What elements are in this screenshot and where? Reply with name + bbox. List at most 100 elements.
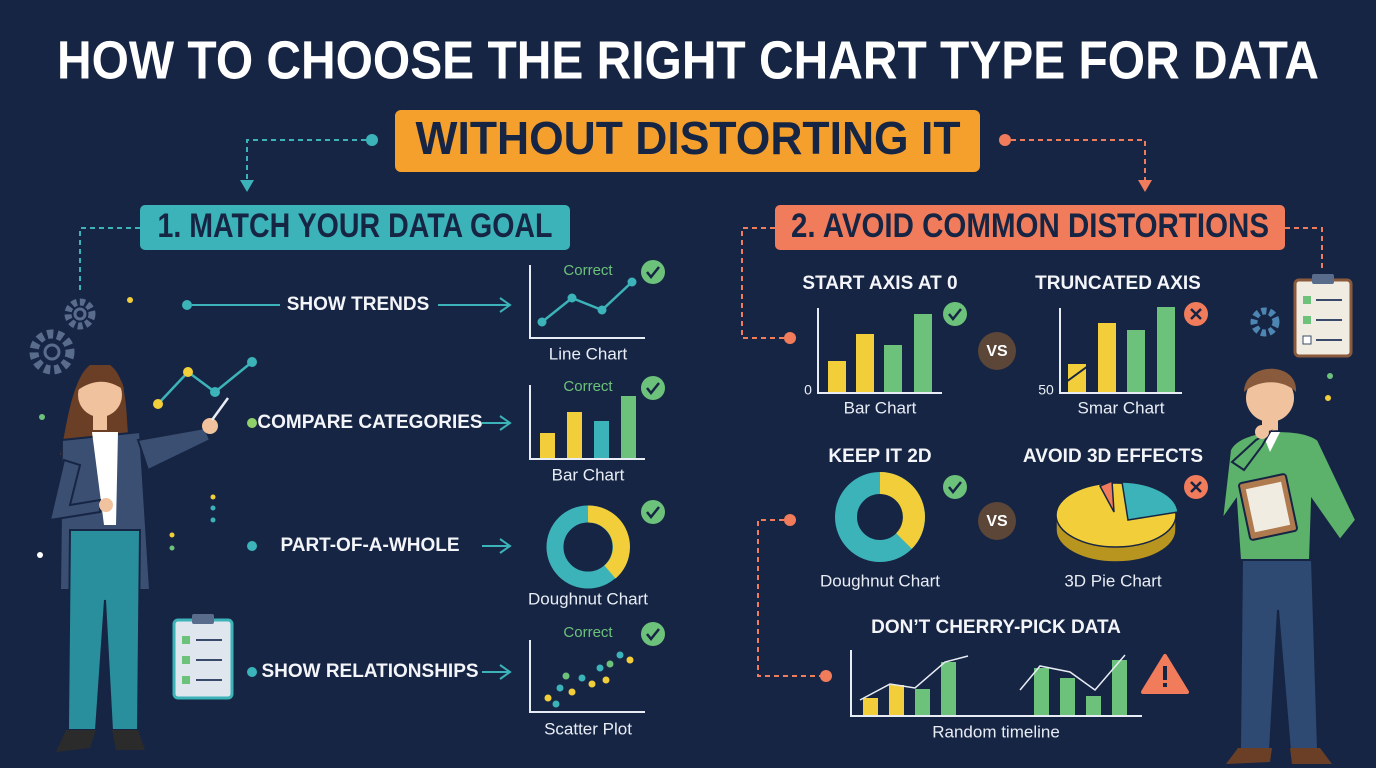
decoration-path: [1190, 481, 1202, 493]
decoration-rect: [1034, 668, 1049, 715]
goal-label: COMPARE CATEGORIES: [257, 412, 482, 433]
decoration-rect: [182, 656, 190, 664]
decoration-path: [1098, 479, 1115, 513]
decoration-rect: [93, 414, 107, 430]
decoration-circle: [43, 343, 61, 361]
decoration-line: [1065, 365, 1089, 383]
decoration-rect: [1245, 481, 1291, 533]
decoration-circle: [820, 670, 832, 682]
doughnut-2d: [835, 472, 967, 562]
decoration-rect: [884, 345, 902, 392]
rule-title: AVOID 3D EFFECTS: [1023, 446, 1203, 467]
decoration-path: [1290, 748, 1332, 764]
axis-label: 50: [1038, 382, 1054, 398]
badge: Correct: [563, 378, 613, 395]
decoration-polyline: [1019, 654, 1126, 692]
chart-caption: Doughnut Chart: [820, 571, 940, 590]
decoration-circle: [169, 545, 175, 551]
decoration-path: [948, 481, 962, 495]
rule-title: START AXIS AT 0: [802, 273, 957, 294]
left-heading: 1. MATCH YOUR DATA GOAL: [158, 207, 553, 245]
decoration-path: [79, 227, 140, 290]
decoration-circle: [1327, 373, 1333, 379]
decoration-path: [529, 265, 645, 339]
decoration-path: [1121, 481, 1179, 521]
badge: Correct: [563, 624, 613, 641]
gears: [29, 298, 1280, 375]
decoration-circle: [73, 307, 87, 321]
decoration-path: [1190, 308, 1202, 320]
decoration-circle: [616, 651, 624, 659]
decoration-path: [1226, 748, 1272, 764]
left-heading-box: [140, 205, 570, 250]
vs-label: VS: [986, 513, 1008, 530]
decoration-circle: [202, 418, 218, 434]
subtitle: WITHOUT DISTORTING IT: [416, 112, 961, 164]
decoration-circle: [64, 298, 96, 330]
decoration-path: [948, 308, 962, 322]
decoration-circle: [1325, 395, 1331, 401]
scatter-icon: [529, 622, 665, 713]
decoration-path: [646, 628, 660, 642]
right-heading: 2. AVOID COMMON DISTORTIONS: [791, 207, 1269, 245]
chart-caption: Random timeline: [932, 722, 1060, 741]
connectors: [79, 134, 1323, 682]
decoration-circle: [29, 329, 75, 375]
decoration-circle: [1255, 425, 1269, 439]
vs-badge: [978, 502, 1016, 540]
truncated-axis-chart: [1059, 302, 1208, 394]
decoration-circle: [641, 376, 665, 400]
chart-caption: Scatter Plot: [544, 719, 632, 738]
vs-label: VS: [986, 343, 1008, 360]
decoration-circle: [366, 134, 378, 146]
decoration-path: [646, 266, 660, 280]
decoration-path: [482, 538, 512, 554]
decoration-circle: [999, 134, 1011, 146]
badge: Correct: [563, 262, 613, 279]
goal-row: SHOW RELATIONSHIPS: [247, 661, 512, 682]
decoration-circle: [556, 684, 564, 692]
decoration-circle: [943, 475, 967, 499]
decoration-path: [48, 458, 101, 522]
decoration-rect: [941, 662, 956, 715]
decoration-path: [1059, 308, 1182, 394]
chart-caption: 3D Pie Chart: [1064, 571, 1162, 590]
decoration-rect: [1157, 307, 1175, 392]
presenter-woman: [48, 365, 230, 752]
thinking-man: [1221, 368, 1358, 764]
decoration-circle: [641, 622, 665, 646]
goal-label: SHOW TRENDS: [287, 294, 430, 315]
chart-caption: Bar Chart: [552, 465, 625, 484]
decoration-circle: [210, 505, 216, 511]
decoration-rect: [914, 314, 932, 392]
cherry-pick-chart: [850, 650, 1189, 717]
decoration-circle: [784, 514, 796, 526]
title: HOW TO CHOOSE THE RIGHT CHART TYPE FOR D…: [57, 30, 1319, 90]
decoration-polyline: [859, 655, 969, 701]
bar-chart-icon: [529, 376, 665, 460]
decoration-path: [850, 650, 1142, 717]
decoration-line: [210, 397, 230, 421]
decoration-circle: [39, 414, 45, 420]
decoration-circle: [943, 302, 967, 326]
decoration-rect: [915, 689, 930, 715]
decoration-path: [78, 369, 124, 390]
decoration-circle: [99, 498, 113, 512]
decoration-path: [646, 382, 660, 396]
decoration-rect: [540, 433, 555, 458]
decoration-rect: [1163, 666, 1167, 680]
decoration-rect: [1303, 296, 1311, 304]
goal-row: PART-OF-A-WHOLE: [247, 535, 512, 556]
decoration-rect: [621, 396, 636, 458]
decoration-rect: [1312, 274, 1334, 284]
goal-row: COMPARE CATEGORIES: [247, 412, 512, 433]
decoration-circle: [1246, 374, 1294, 422]
clipboard: [1293, 274, 1353, 358]
decoration-rect: [828, 361, 846, 392]
decoration-circle: [247, 541, 257, 551]
decoration-path: [1285, 227, 1323, 270]
decoration-circle: [153, 399, 163, 409]
